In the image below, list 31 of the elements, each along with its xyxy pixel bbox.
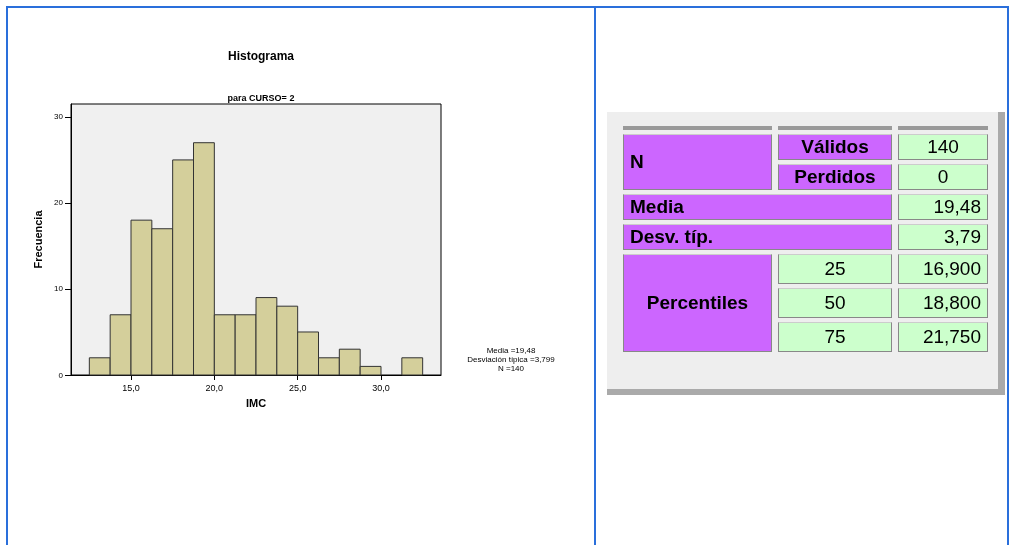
text: 21,750 <box>898 322 988 352</box>
chart-title: Histograma <box>227 49 295 63</box>
y-tick-label: 20 <box>54 198 64 208</box>
text: 3,79 <box>898 224 988 250</box>
text: 19,48 <box>898 194 988 220</box>
text: Desv. típ. <box>623 224 892 250</box>
text: N =140 <box>497 363 525 373</box>
x-tick-label: 15,0 <box>122 382 140 393</box>
x-tick-label: 25,0 <box>288 382 307 393</box>
chart-subtitle: para CURSO= 2 <box>227 92 295 103</box>
y-axis-title: Frecuencia <box>31 209 44 269</box>
text: 16,900 <box>898 254 988 284</box>
text: Desviación típica =3,799 <box>467 354 556 364</box>
text: N <box>623 134 772 190</box>
x-tick-label: 20,0 <box>205 382 224 393</box>
x-tick-label: 30,0 <box>372 382 390 393</box>
y-tick-label: 10 <box>54 284 64 294</box>
text: Válidos <box>778 134 892 160</box>
text: 18,800 <box>898 288 988 318</box>
x-axis-title: IMC <box>245 396 267 409</box>
text: Percentiles <box>623 254 772 352</box>
text: 0 <box>898 164 988 190</box>
text: 140 <box>898 134 988 160</box>
text: Perdidos <box>778 164 892 190</box>
y-tick-label: 0 <box>58 370 64 380</box>
text: Media =19,48 <box>486 345 536 355</box>
text: 75 <box>778 322 892 352</box>
text: 25 <box>778 254 892 284</box>
y-tick-label: 30 <box>54 112 64 122</box>
text: 50 <box>778 288 892 318</box>
text: Media <box>623 194 892 220</box>
